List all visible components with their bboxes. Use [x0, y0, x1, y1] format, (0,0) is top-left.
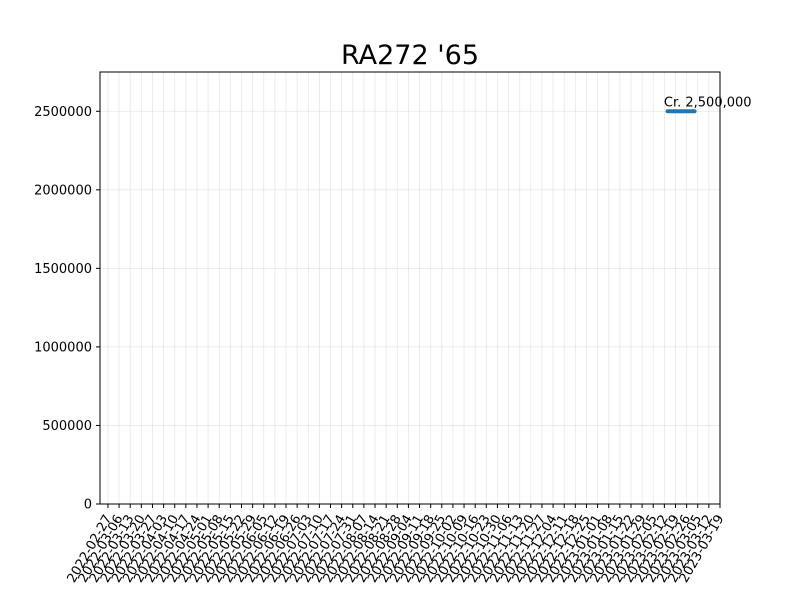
y-axis: 0 500000 1000000 1500000 2000000 2500000 [34, 105, 100, 513]
y-tick-label: 2500000 [34, 105, 92, 120]
y-tick-label: 2000000 [34, 183, 92, 198]
y-tick-label: 1500000 [34, 262, 92, 277]
data-point [693, 109, 697, 113]
y-tick-label: 500000 [42, 419, 92, 434]
data-point [666, 109, 670, 113]
data-label: Cr. 2,500,000 [664, 95, 752, 110]
series-layer [665, 109, 697, 114]
annotation-layer: Cr. 2,500,000 [664, 95, 752, 110]
chart-title: RA272 '65 [341, 40, 479, 71]
x-axis: 2022-02-272022-03-062022-03-132022-03-20… [65, 504, 727, 585]
y-tick-label: 0 [84, 498, 92, 513]
grid [100, 72, 721, 505]
plot-area-frame [99, 71, 721, 505]
y-tick-label: 1000000 [34, 340, 92, 355]
